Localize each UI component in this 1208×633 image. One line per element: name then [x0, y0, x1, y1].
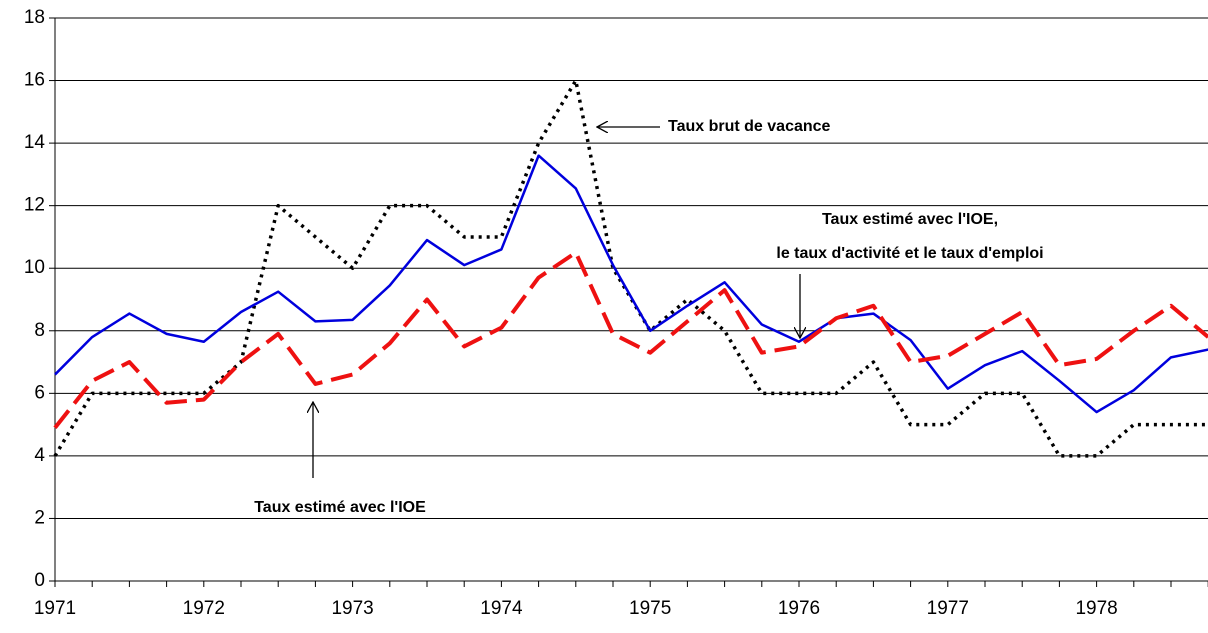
annotation: Taux brut de vacance — [668, 118, 831, 135]
series-line — [54, 154, 1208, 414]
y-tick-label: 12 — [24, 195, 45, 216]
x-tick-label: 1973 — [331, 598, 373, 619]
annotation: le taux d'activité et le taux d'emploi — [776, 245, 1043, 262]
y-tick-label: 4 — [34, 445, 45, 466]
y-tick-label: 14 — [24, 132, 46, 153]
y-tick-label: 18 — [24, 7, 45, 28]
x-tick-label: 1977 — [927, 598, 969, 619]
annotation: Taux estimé avec l'IOE — [254, 499, 426, 516]
y-tick-label: 6 — [34, 382, 45, 403]
y-tick-label: 10 — [24, 257, 45, 278]
x-tick-label: 1976 — [778, 598, 820, 619]
y-tick-label: 8 — [34, 320, 45, 341]
y-tick-label: 16 — [24, 70, 45, 91]
x-tick-label: 1975 — [629, 598, 671, 619]
annotation: Taux estimé avec l'IOE, — [822, 211, 998, 228]
x-tick-label: 1972 — [183, 598, 225, 619]
y-tick-label: 0 — [34, 570, 45, 591]
x-tick-label: 1978 — [1075, 598, 1117, 619]
y-tick-label: 2 — [34, 507, 45, 528]
x-tick-label: 1971 — [34, 598, 76, 619]
series-line — [53, 250, 1208, 429]
x-tick-label: 1974 — [480, 598, 523, 619]
